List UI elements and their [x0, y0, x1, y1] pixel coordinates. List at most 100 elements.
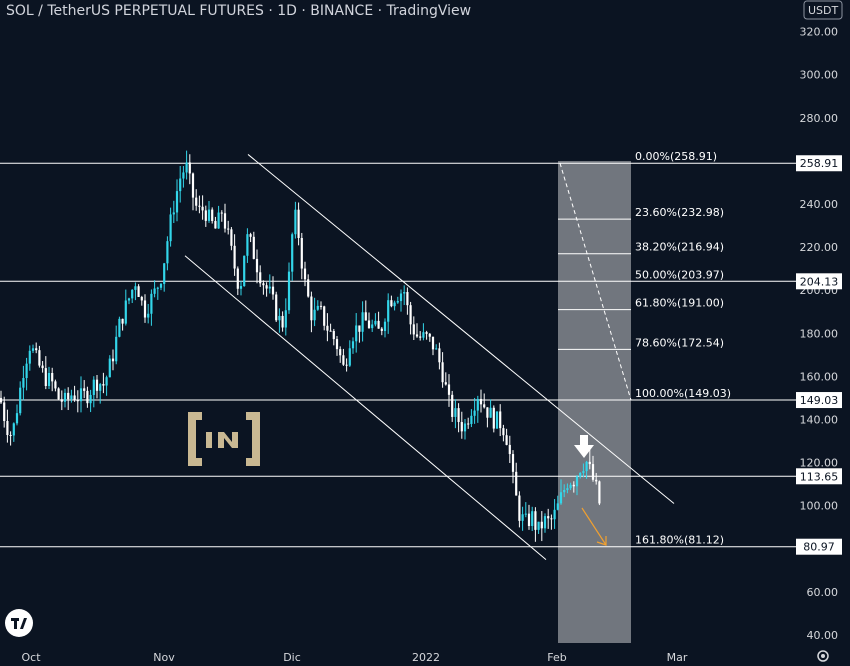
candle-body-43: [137, 286, 140, 297]
candle-body-23: [73, 395, 76, 401]
settings-icon[interactable]: [817, 650, 829, 662]
candle-body-141: [451, 394, 454, 417]
candle-body-41: [131, 289, 134, 299]
price-tag-0: 258.91: [800, 157, 839, 170]
candle-body-184: [588, 461, 591, 465]
candle-body-53: [169, 214, 172, 242]
candle-body-66: [211, 209, 214, 221]
candle-body-164: [524, 513, 527, 515]
candle-body-130: [415, 334, 419, 337]
candle-body-152: [486, 407, 489, 418]
candle-body-34: [108, 358, 111, 378]
candle-body-106: [339, 349, 342, 356]
candle-body-127: [406, 292, 409, 306]
candle-body-115: [367, 320, 371, 329]
candle-body-91: [291, 234, 294, 272]
price-tag-bg-2: [796, 392, 842, 409]
fib-label-6: 100.00%(149.03): [635, 387, 731, 400]
y-tick-9: 220.00: [800, 241, 839, 254]
candle-body-112: [358, 325, 361, 332]
down-arrow-icon: [574, 435, 594, 458]
y-tick-7: 180.00: [800, 327, 839, 340]
price-tag-1: 204.13: [800, 275, 839, 288]
candle-body-55: [175, 191, 179, 213]
candle-body-0: [0, 397, 3, 403]
candle-body-149: [476, 398, 479, 411]
candle-body-21: [67, 392, 70, 400]
candle-body-13: [41, 365, 44, 369]
candle-body-147: [470, 415, 473, 424]
candle-body-114: [364, 312, 367, 321]
candle-body-35: [111, 358, 115, 362]
candle-body-100: [319, 305, 323, 307]
candle-body-3: [9, 435, 12, 437]
candle-body-86: [275, 294, 278, 321]
candle-body-12: [38, 350, 41, 366]
candle-body-29: [92, 379, 95, 395]
candle-body-109: [348, 348, 351, 366]
candle-body-143: [457, 408, 460, 423]
candle-body-49: [156, 287, 159, 289]
candle-body-20: [63, 392, 67, 402]
candle-body-169: [540, 521, 543, 529]
price-tag-2: 149.03: [800, 394, 839, 407]
fib-label-1: 23.60%(232.98): [635, 206, 724, 219]
fib-label-0: 0.00%(258.91): [635, 150, 717, 163]
x-tick-5: Mar: [667, 651, 688, 664]
candle-body-47: [150, 293, 153, 314]
tradingview-logo-icon[interactable]: [5, 609, 33, 637]
candle-body-166: [531, 511, 534, 527]
candle-body-51: [163, 263, 166, 284]
price-tag-bg-3: [796, 468, 842, 485]
candle-body-11: [35, 348, 38, 351]
candle-body-123: [393, 302, 396, 307]
candle-body-64: [204, 210, 207, 221]
candle-body-32: [102, 384, 105, 386]
candle-body-167: [534, 511, 537, 530]
y-tick-4: 120.00: [800, 457, 839, 470]
candle-body-176: [563, 489, 566, 493]
candle-body-97: [310, 296, 313, 321]
candle-body-138: [441, 362, 444, 383]
candle-body-103: [329, 330, 332, 332]
fib-label-3: 50.00%(203.97): [635, 269, 724, 282]
candle-body-122: [390, 300, 393, 307]
candle-body-4: [12, 423, 15, 436]
candle-body-74: [236, 268, 239, 289]
candle-body-75: [239, 286, 243, 289]
beincrypto-logo-icon: [188, 412, 260, 466]
candle-body-159: [508, 444, 511, 455]
candle-body-128: [409, 305, 412, 325]
projection-arrow: [581, 507, 607, 546]
candle-body-158: [505, 435, 508, 445]
candle-body-17: [54, 381, 57, 389]
candle-body-26: [83, 388, 86, 391]
candle-body-14: [44, 368, 47, 387]
candle-body-44: [140, 296, 143, 301]
candle-body-102: [326, 325, 329, 331]
candle-body-107: [342, 355, 345, 365]
candle-body-84: [268, 286, 271, 289]
candle-body-160: [511, 454, 515, 472]
candle-body-186: [595, 479, 598, 482]
y-tick-5: 140.00: [800, 414, 839, 427]
candle-body-22: [70, 395, 73, 400]
candle-body-52: [166, 241, 169, 264]
currency-selector[interactable]: USDT: [803, 0, 843, 20]
candle-body-82: [262, 283, 265, 286]
y-tick-6: 160.00: [800, 370, 839, 383]
candle-body-88: [281, 315, 284, 328]
candle-body-18: [57, 388, 60, 400]
price-tag-bg-0: [796, 155, 842, 172]
candle-body-117: [374, 320, 377, 325]
y-tick-0: 40.00: [807, 629, 839, 642]
candle-body-7: [22, 378, 25, 388]
candle-body-182: [582, 471, 585, 473]
candle-body-110: [351, 341, 355, 349]
candle-body-83: [265, 285, 268, 289]
candle-body-39: [124, 300, 127, 324]
candle-body-126: [403, 292, 406, 294]
candle-body-6: [19, 387, 22, 414]
